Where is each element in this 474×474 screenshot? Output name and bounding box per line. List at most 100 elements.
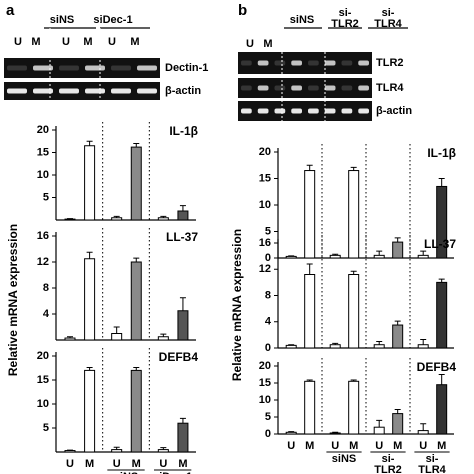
bar	[329, 344, 341, 349]
bar	[417, 254, 429, 259]
y-tick-label: 15	[37, 146, 49, 158]
gel-band	[358, 108, 369, 114]
y-tick-label: 0	[265, 252, 271, 264]
y-axis-title: Relative mRNA expression	[230, 229, 244, 381]
error-bar	[160, 333, 167, 337]
y-tick-label: 10	[259, 394, 271, 406]
y-tick-label: 4	[43, 308, 50, 320]
y-tick-label: 4	[265, 316, 272, 328]
error-bar	[332, 342, 339, 345]
gel-band	[111, 65, 131, 71]
gel-band	[341, 85, 353, 91]
gel-band	[85, 65, 105, 71]
gel-image	[4, 58, 160, 78]
error-bar	[306, 164, 313, 171]
group-label: siNS	[332, 453, 356, 465]
bar	[157, 217, 169, 221]
error-bar	[394, 409, 401, 414]
gel-band	[7, 88, 27, 94]
lane-label: U	[62, 36, 70, 48]
bar	[348, 380, 360, 435]
y-tick-label: 10	[37, 398, 49, 410]
y-tick-label: 5	[43, 422, 49, 434]
bar	[373, 254, 385, 259]
gel-group-label: si-	[339, 7, 352, 19]
error-bar	[438, 178, 445, 187]
y-tick-label: 16	[259, 237, 271, 249]
error-bar	[376, 250, 383, 256]
error-bar	[350, 166, 357, 171]
chart-title: LL-37	[166, 230, 198, 244]
bar	[130, 261, 142, 341]
gel-row-label: TLR2	[376, 57, 404, 69]
y-tick-label: 10	[37, 169, 49, 181]
x-tick-label: U	[331, 440, 339, 452]
error-bar	[288, 344, 295, 346]
gel-row-label: TLR4	[376, 82, 404, 94]
gel-image	[238, 78, 372, 98]
y-tick-label: 15	[259, 377, 271, 389]
error-bar	[288, 431, 295, 433]
y-tick-label: 15	[259, 172, 271, 184]
lane-label: M	[263, 38, 272, 50]
gel-row-label: Dectin-1	[165, 62, 208, 74]
gel-band	[274, 60, 286, 66]
bar	[64, 337, 76, 341]
error-bar	[350, 270, 357, 275]
group-label: si-	[382, 453, 395, 465]
panel-label: b	[238, 2, 247, 19]
bar	[304, 380, 316, 435]
bar	[111, 333, 123, 341]
error-bar	[394, 320, 401, 326]
lane-label: M	[31, 36, 40, 48]
bar	[304, 274, 316, 349]
bar	[348, 170, 360, 259]
y-tick-label: 20	[37, 124, 49, 136]
bar	[130, 369, 142, 453]
bar	[157, 336, 169, 341]
bar	[373, 344, 385, 349]
error-bar	[420, 423, 427, 431]
gel-band	[308, 85, 319, 91]
error-bar	[133, 367, 140, 371]
error-bar	[67, 336, 73, 339]
lane-label: U	[246, 38, 254, 50]
gel-band	[33, 88, 53, 94]
error-bar	[332, 431, 339, 433]
gel-band	[137, 65, 157, 71]
y-tick-label: 20	[259, 360, 271, 372]
lane-label: U	[108, 36, 116, 48]
gel-band	[341, 60, 353, 66]
gel-band	[241, 85, 252, 91]
x-tick-label: U	[159, 458, 167, 470]
x-tick-label: U	[66, 458, 74, 470]
error-bar	[86, 367, 93, 371]
gel-band	[274, 108, 286, 114]
gel-band	[274, 85, 286, 91]
error-bar	[438, 374, 445, 385]
gel-image	[238, 52, 372, 74]
bar	[392, 324, 404, 349]
y-tick-label: 5	[265, 225, 271, 237]
x-tick-label: U	[375, 440, 383, 452]
y-tick-label: 0	[265, 428, 271, 440]
bar	[285, 255, 297, 259]
x-tick-label: M	[132, 458, 141, 470]
error-bar	[133, 143, 140, 148]
bar	[84, 369, 96, 453]
error-bar	[306, 379, 313, 382]
gel-group-label: siNS	[290, 14, 314, 26]
gel-band	[257, 108, 269, 114]
bar	[64, 450, 76, 453]
error-bar	[160, 215, 167, 218]
gel-band	[85, 88, 105, 94]
bar	[392, 413, 404, 435]
gel-band	[7, 65, 27, 71]
x-tick-label: U	[287, 440, 295, 452]
error-bar	[350, 379, 357, 382]
bar	[329, 254, 341, 259]
bar	[436, 384, 448, 435]
gel-row-label: β-actin	[376, 105, 412, 117]
gel-band	[59, 65, 79, 71]
